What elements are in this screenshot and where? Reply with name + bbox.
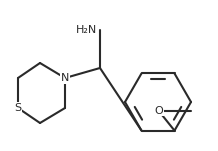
Text: H₂N: H₂N xyxy=(76,25,97,35)
Text: N: N xyxy=(61,73,69,83)
Text: S: S xyxy=(14,103,22,113)
Text: O: O xyxy=(154,106,163,116)
